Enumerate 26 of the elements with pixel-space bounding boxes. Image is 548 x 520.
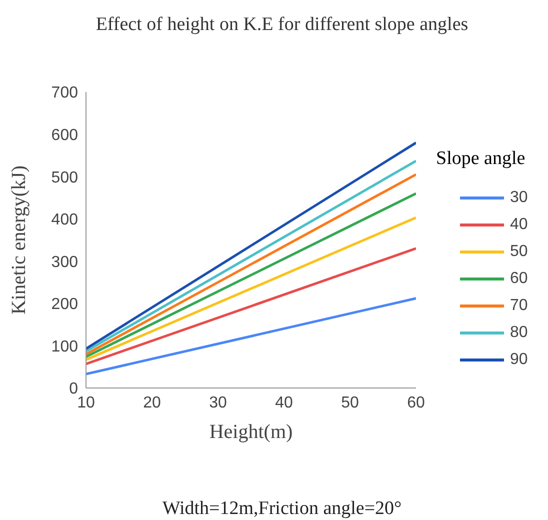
y-axis-title: Kinetic energy(kJ) xyxy=(8,165,30,315)
legend-label: 70 xyxy=(510,296,528,314)
y-tick-label: 100 xyxy=(51,338,78,356)
legend-label: 30 xyxy=(510,188,528,206)
x-tick-label: 10 xyxy=(77,394,95,412)
legend-label: 80 xyxy=(510,324,528,342)
legend-label: 90 xyxy=(510,350,528,368)
x-tick-label: 20 xyxy=(143,394,161,412)
x-tick-label: 40 xyxy=(275,394,293,412)
x-tick-label: 30 xyxy=(209,394,227,412)
x-axis-title: Height(m) xyxy=(209,421,293,443)
y-tick-label: 500 xyxy=(51,169,78,186)
legend-label: 60 xyxy=(510,270,528,288)
y-tick-label: 400 xyxy=(51,212,78,229)
y-tick-label: 300 xyxy=(51,254,78,271)
x-tick-label: 50 xyxy=(341,394,359,412)
legend-label: 40 xyxy=(510,216,528,234)
y-tick-label: 200 xyxy=(51,296,78,314)
y-tick-label: 700 xyxy=(51,84,78,102)
y-tick-label: 600 xyxy=(51,126,78,144)
y-tick-label: 0 xyxy=(69,380,78,398)
legend-title: Slope angle xyxy=(436,148,526,170)
x-tick-label: 60 xyxy=(407,394,425,412)
chart-title: Effect of height on K.E for different slope angles xyxy=(94,14,470,36)
text: Width=12m,Friction angle=20° xyxy=(161,498,403,520)
legend-label: 50 xyxy=(510,242,528,260)
